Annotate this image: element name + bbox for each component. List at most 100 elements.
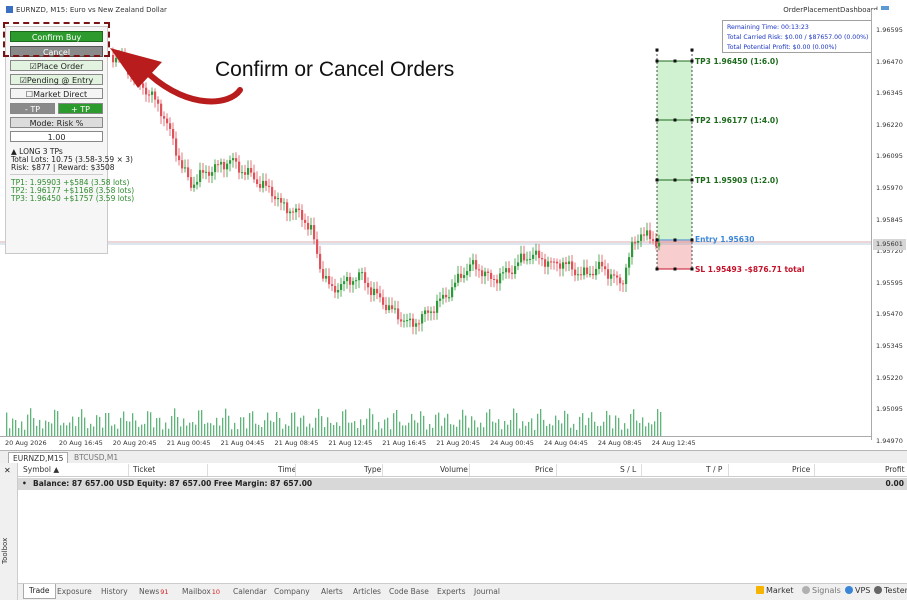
volume-bar	[477, 427, 479, 436]
balance-expand-icon[interactable]: •	[22, 479, 27, 488]
level-handle[interactable]	[673, 118, 677, 122]
volume-bar	[357, 428, 359, 436]
minus-tp-button[interactable]: - TP	[10, 103, 55, 114]
level-handle[interactable]	[690, 118, 694, 122]
market-direct-button[interactable]: ☐Market Direct	[10, 88, 103, 99]
col-ticket[interactable]: Ticket	[133, 465, 156, 474]
col-tp[interactable]: T / P	[706, 465, 723, 474]
candle-body	[241, 172, 244, 174]
volume-bar	[105, 413, 107, 436]
tab-mailbox[interactable]: Mailbox10	[182, 586, 220, 598]
level-handle[interactable]	[690, 59, 694, 63]
volume-bar	[135, 420, 137, 436]
price-scale[interactable]: 1.96595 1.96470 1.96345 1.96220 1.96095 1.959…	[871, 10, 907, 445]
candle-body	[586, 267, 589, 275]
tab-history[interactable]: History	[101, 586, 128, 597]
tab-history-label: History	[101, 587, 128, 596]
tab-trade[interactable]: Trade	[23, 584, 56, 599]
volume-bar	[267, 412, 269, 436]
tab-alerts[interactable]: Alerts	[321, 586, 343, 597]
level-handle[interactable]	[673, 267, 677, 271]
volume-bar	[537, 413, 539, 436]
candle-body	[598, 261, 601, 269]
plus-tp-button[interactable]: + TP	[58, 103, 103, 114]
volume-bar	[375, 429, 377, 436]
volume-bar	[579, 416, 581, 436]
vps-button[interactable]: VPS	[845, 586, 870, 595]
time-axis[interactable]: 20 Aug 2026 20 Aug 16:45 20 Aug 20:45 21 Au…	[0, 436, 872, 452]
place-order-button[interactable]: ☑Place Order	[10, 60, 103, 71]
confirm-buy-button[interactable]: Confirm Buy	[10, 31, 103, 42]
vps-icon	[845, 586, 853, 594]
candle-body	[532, 254, 535, 259]
tab-code-base[interactable]: Code Base	[389, 586, 429, 597]
toolbox-sidebar[interactable]: ✕ Toolbox	[0, 463, 18, 600]
volume-bar	[423, 415, 425, 436]
chart-tab-btcusd[interactable]: BTCUSD,M1	[74, 453, 119, 462]
mode-button[interactable]: Mode: Risk %	[10, 117, 103, 128]
tab-news[interactable]: News91	[139, 586, 169, 598]
chart-tab-eurnzd[interactable]: EURNZD,M15	[8, 452, 69, 464]
volume-bar	[315, 417, 317, 436]
toolbox-close-icon[interactable]: ✕	[4, 466, 11, 475]
volume-bar	[534, 429, 536, 436]
tab-journal[interactable]: Journal	[474, 586, 500, 597]
level-handle[interactable]	[655, 118, 659, 122]
tab-calendar[interactable]: Calendar	[233, 586, 267, 597]
zone-handle[interactable]	[655, 48, 659, 52]
balance-row[interactable]: • Balance: 87 657.00 USD Equity: 87 657.…	[18, 478, 907, 490]
volume-bar	[195, 424, 197, 436]
col-current-price[interactable]: Price	[792, 465, 811, 474]
candle-body	[574, 269, 577, 276]
candle-body	[277, 198, 280, 200]
level-handle[interactable]	[673, 178, 677, 182]
tester-button[interactable]: Tester	[874, 586, 907, 595]
volume-bar	[330, 422, 332, 436]
col-symbol[interactable]: Symbol ▲	[23, 465, 59, 474]
time-tick: 21 Aug 04:45	[220, 439, 265, 447]
volume-bar	[441, 425, 443, 436]
col-separator	[207, 464, 208, 476]
level-handle[interactable]	[673, 59, 677, 63]
volume-bar	[555, 415, 557, 436]
level-handle[interactable]	[690, 238, 694, 242]
col-time[interactable]: Time	[278, 465, 297, 474]
price-tick: 1.95845	[876, 215, 903, 224]
level-handle[interactable]	[655, 178, 659, 182]
volume-bar	[453, 424, 455, 436]
tab-exposure[interactable]: Exposure	[57, 586, 92, 597]
volume-bar	[621, 429, 623, 436]
price-tick: 1.96595	[876, 26, 903, 34]
volume-bar	[540, 408, 542, 436]
tab-experts[interactable]: Experts	[437, 586, 465, 597]
col-volume[interactable]: Volume	[440, 465, 468, 474]
level-handle[interactable]	[655, 59, 659, 63]
tab-articles[interactable]: Articles	[353, 586, 381, 597]
level-handle[interactable]	[690, 178, 694, 182]
level-handles[interactable]	[655, 48, 694, 271]
col-profit[interactable]: Profit	[885, 465, 905, 474]
zone-handle[interactable]	[690, 48, 694, 52]
risk-input[interactable]: 1.00	[10, 131, 103, 142]
volume-bar	[15, 419, 17, 436]
market-button[interactable]: Market	[756, 586, 794, 595]
signals-button[interactable]: Signals	[802, 586, 841, 595]
candle-body	[370, 287, 373, 296]
col-price[interactable]: Price	[535, 465, 554, 474]
candle-body	[571, 261, 574, 270]
chart-area[interactable]: TP3 1.96450 (1:6.0) TP2 1.96177 (1:4.0) …	[0, 0, 907, 452]
level-handle[interactable]	[655, 267, 659, 271]
tp3-summary: TP3: 1.96450 +$1757 (3.59 lots)	[11, 194, 135, 203]
volume-bar	[99, 416, 101, 436]
pending-entry-button[interactable]: ☑Pending @ Entry	[10, 74, 103, 85]
level-handle[interactable]	[655, 238, 659, 242]
volume-bar	[174, 408, 176, 436]
tab-company[interactable]: Company	[274, 586, 310, 597]
level-handle[interactable]	[673, 238, 677, 242]
col-type[interactable]: Type	[364, 465, 382, 474]
price-tick: 1.95345	[876, 342, 903, 350]
level-handle[interactable]	[690, 267, 694, 271]
col-sl[interactable]: S / L	[620, 465, 637, 474]
volume-bar	[207, 422, 209, 436]
volume-bar	[384, 419, 386, 436]
